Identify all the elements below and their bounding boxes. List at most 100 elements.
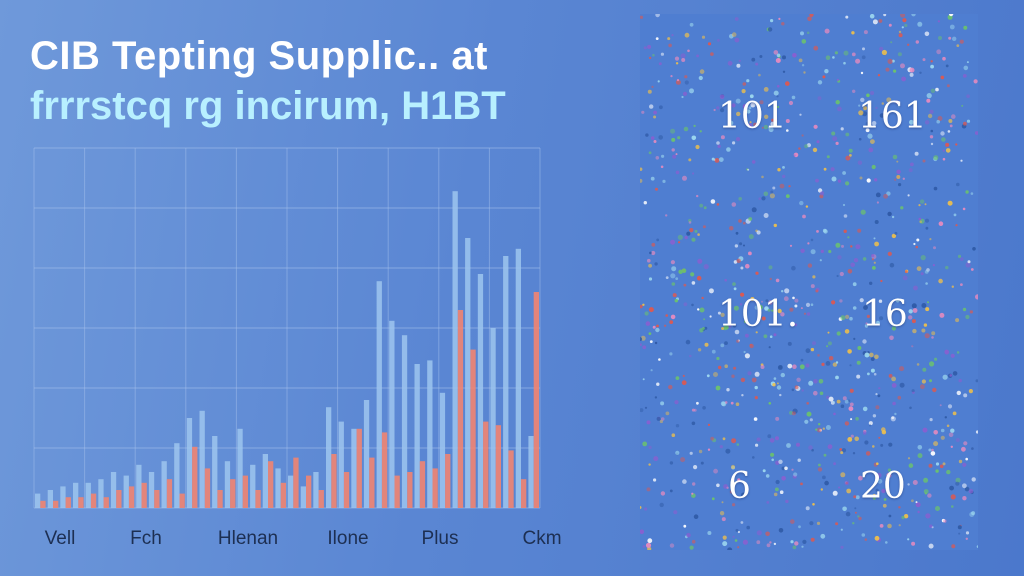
confetti-dot [805,348,811,354]
confetti-dot [735,528,739,532]
confetti-dot [883,14,887,17]
confetti-dot [917,453,923,459]
confetti-dot [807,263,813,268]
confetti-dot [879,316,884,321]
confetti-dot [862,406,868,412]
confetti-dot [813,379,818,384]
confetti-dot [923,323,928,327]
confetti-dot [897,395,902,400]
bar-series-2-15 [217,490,223,508]
confetti-dot [790,519,795,524]
confetti-dot [653,140,657,143]
confetti-dot [874,354,879,360]
confetti-dot [845,511,851,517]
confetti-dot [907,194,910,197]
confetti-dot [644,311,649,316]
bar-series-1-22 [300,486,306,508]
confetti-dot [781,476,786,481]
confetti-dot [829,356,834,361]
confetti-dot [931,448,934,452]
confetti-dot [946,469,951,475]
confetti-dot [962,307,967,312]
confetti-dot [817,354,820,357]
confetti-dot [911,541,916,546]
confetti-dot [960,159,963,162]
confetti-dot [660,491,666,496]
confetti-dot [756,530,762,536]
confetti-dot [813,124,818,129]
confetti-dot [644,507,648,511]
chart-subtitle: frrrstcq rg incirum, H1BT [30,84,506,128]
confetti-dot [751,160,756,164]
confetti-dot [899,382,905,388]
confetti-dot [962,483,967,489]
confetti-dot [858,110,864,116]
confetti-dot [791,388,795,392]
confetti-dot [927,301,929,304]
confetti-dot [770,452,775,457]
confetti-dot [924,333,930,339]
confetti-dot [752,456,755,459]
confetti-dot [709,315,712,318]
confetti-dot [931,336,934,339]
bar-series-1-24 [326,407,332,508]
confetti-dot [671,266,677,272]
confetti-dot [917,510,920,514]
confetti-dot [719,94,725,100]
confetti-dot [640,337,643,342]
confetti-dot [893,69,897,73]
confetti-dot [856,360,861,365]
confetti-dot [746,109,751,114]
confetti-dot [707,531,712,535]
confetti-dot [803,312,807,315]
bar-series-1-14 [199,410,205,508]
confetti-dot [822,427,825,430]
confetti-dot [782,166,785,169]
confetti-dot [730,464,736,470]
confetti-dots [640,14,978,550]
confetti-dot [837,106,842,112]
confetti-dot [796,442,800,447]
confetti-dot [694,229,698,233]
confetti-dot [737,339,740,342]
confetti-dot [658,135,663,140]
confetti-dot [835,375,839,380]
confetti-dot [655,187,658,191]
confetti-dot [850,262,855,268]
confetti-dot [894,412,897,416]
confetti-dot [859,176,863,180]
confetti-dot [946,84,950,88]
bar-series-1-16 [224,461,231,508]
confetti-dot [665,314,668,317]
panel-number-5: 6 [728,466,751,507]
bar-series-2-17 [242,475,248,508]
confetti-dot [961,104,964,107]
bar-series-2-10 [154,490,160,508]
confetti-dot [793,154,796,157]
confetti-dot [819,259,822,262]
confetti-dot [896,169,901,174]
confetti-dot [750,297,755,301]
x-tick-label: Hlenan [218,528,278,549]
confetti-dot [664,324,667,327]
confetti-dot [840,528,843,531]
bar-series-2-3 [65,497,71,508]
confetti-dot [739,303,743,306]
confetti-dot [703,206,707,210]
confetti-dot [896,160,899,163]
confetti-dot [749,343,752,347]
confetti-dot [947,200,953,206]
confetti-dot [940,75,945,80]
confetti-dot [648,56,652,60]
confetti-dot [693,408,697,412]
confetti-dot [831,300,836,305]
confetti-dot [775,487,779,492]
dotted-number-panel: 101 161 101. 16 6 20 [640,14,978,550]
confetti-dot [909,72,914,77]
bar-series-1-17 [237,428,243,508]
confetti-dot [874,178,878,182]
confetti-dot [888,374,893,378]
bar-series-1-2 [47,490,53,508]
confetti-dot [735,402,740,407]
confetti-dot [842,171,846,175]
